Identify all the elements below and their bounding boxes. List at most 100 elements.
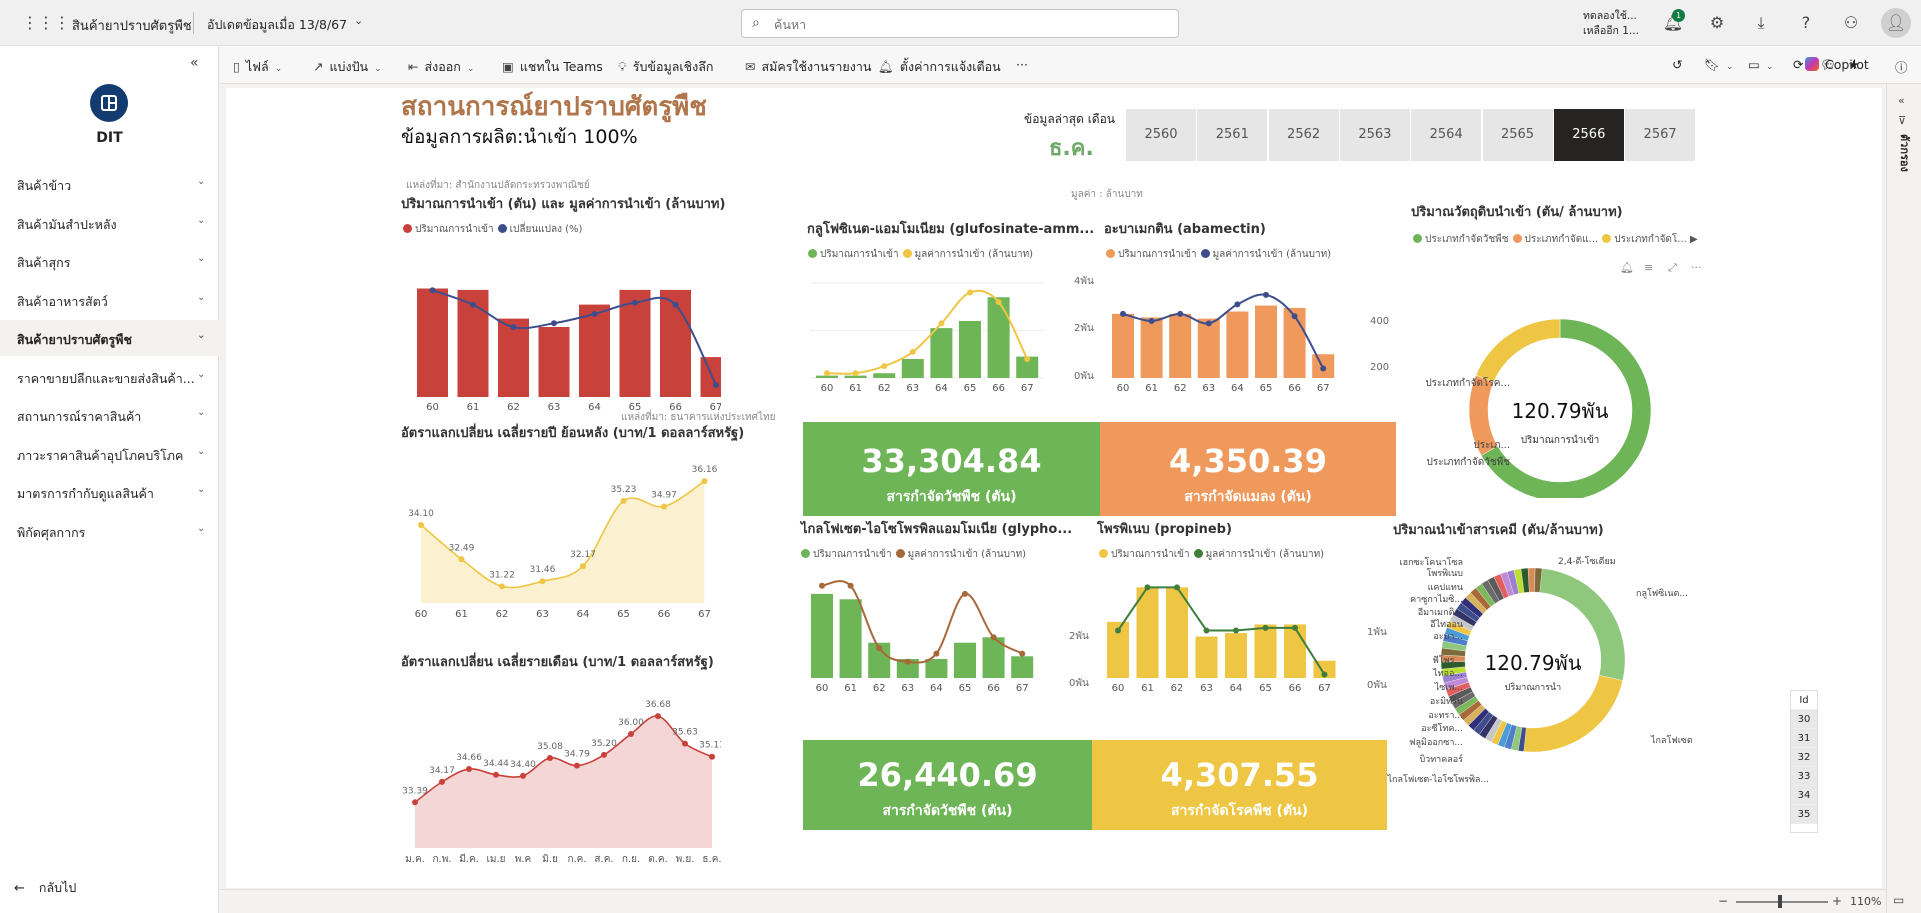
subscribe-button[interactable]: ✉ สมัครใช้งานรายงาน: [745, 59, 872, 74]
year-button[interactable]: 2566: [1553, 109, 1625, 161]
refresh-icon[interactable]: ⟳: [1793, 57, 1804, 72]
trial-status[interactable]: ทดลองใช้... เหลืออีก 1...: [1583, 9, 1639, 39]
year-button[interactable]: 2563: [1339, 109, 1411, 161]
chemical-donut-chart[interactable]: 120.79พันปริมาณการนำ เฮกซะโคนาโซลโพรพิเนบ…: [1386, 538, 1716, 888]
app-launcher-icon[interactable]: ⋮⋮⋮: [22, 13, 70, 32]
share-people-icon[interactable]: ⚇: [1843, 13, 1859, 32]
back-link[interactable]: ← กลับไป: [14, 878, 76, 898]
info-icon[interactable]: ⓘ: [1895, 60, 1908, 75]
search-box[interactable]: ⌕: [741, 9, 1179, 38]
line-point: [1205, 320, 1212, 327]
filter-icon[interactable]: ⊽: [1898, 114, 1907, 127]
status-bar: − + 110% ▭: [220, 889, 1904, 913]
more-options[interactable]: ···: [1016, 57, 1028, 72]
bookmark-icon[interactable]: 🔖︎ ⌄: [1704, 57, 1734, 72]
gear-icon[interactable]: ⚙: [1709, 13, 1725, 32]
tooltip-row: 34: [1791, 786, 1817, 805]
fit-page-icon[interactable]: ▭: [1893, 893, 1905, 907]
data-label: 34.66: [456, 753, 482, 763]
chevron-down-icon: ⌄: [197, 176, 206, 187]
filter-icon[interactable]: ≡: [1644, 261, 1654, 274]
view-icon[interactable]: ▭ ⌄: [1748, 57, 1774, 72]
download-icon[interactable]: ⤓: [1757, 13, 1765, 32]
x-tick-label: 67: [710, 402, 721, 413]
kpi-card[interactable]: 33,304.84 สารกำจัดวัชพืช (ตัน): [803, 422, 1100, 516]
y-tick-label: 400: [1370, 316, 1389, 327]
yearly-fx-chart[interactable]: 34.10 32.49 31.22 31.46 32.17 35.23 34.97 36.16…: [401, 443, 721, 643]
last-updated-label[interactable]: อัปเดตข้อมูลเมื่อ 13/8/67: [207, 17, 348, 32]
sidebar-item-label: สถานการณ์ราคาสินค้า: [17, 409, 142, 424]
export-menu[interactable]: ⇤ ส่งออก ⌄: [408, 59, 475, 74]
zoom-in-icon[interactable]: +: [1832, 894, 1843, 908]
zoom-out-icon[interactable]: −: [1718, 894, 1729, 908]
kpi-card[interactable]: 26,440.69 สารกำจัดวัชพืช (ตัน): [803, 740, 1092, 830]
year-button[interactable]: 2560: [1126, 109, 1197, 161]
report-name[interactable]: สินค้ายาปราบศัตรูพืช: [72, 19, 192, 34]
sidebar-item[interactable]: ภาวะราคาสินค้าอุปโภคบริโภค ⌄: [0, 436, 219, 472]
sidebar-item[interactable]: มาตรการกำกับดูแลสินค้า ⌄: [0, 474, 219, 510]
tooltip-row: 32: [1791, 748, 1817, 767]
kpi-card[interactable]: 4,350.39 สารกำจัดแมลง (ตัน): [1100, 422, 1396, 516]
sidebar-item[interactable]: สถานการณ์ราคาสินค้า ⌄: [0, 397, 219, 433]
abamectin-chart[interactable]: 60 61 62 63 64 65 66 67 400 200: [1104, 268, 1394, 418]
teams-chat-button[interactable]: ▣ แชทใน Teams: [502, 59, 603, 74]
line-point: [1321, 671, 1328, 678]
propineb-chart[interactable]: 60 61 62 63 64 65 66 67 1พัน 0พัน: [1097, 568, 1397, 718]
pin-icon[interactable]: 🔔︎: [1620, 261, 1634, 274]
year-button[interactable]: 2561: [1197, 109, 1269, 161]
year-button[interactable]: 2565: [1482, 109, 1554, 161]
chevron-down-icon[interactable]: ⌄: [354, 14, 364, 27]
legend-marker: [1106, 249, 1115, 258]
zoom-slider[interactable]: [1736, 901, 1828, 903]
sidebar-item[interactable]: ราคาขายปลีกและขายส่งสินค้า... ⌄: [0, 359, 219, 395]
collapse-icon[interactable]: «: [190, 55, 199, 71]
visual-title: ปริมาณการนำเข้า (ตัน) และ มูลค่าการนำเข้…: [401, 197, 726, 212]
expand-icon[interactable]: «: [1898, 94, 1905, 107]
glufosinate-chart[interactable]: 60 61 62 63 64 65 66 67 4พัน 2พัน 0พัน: [806, 268, 1096, 418]
zoom-thumb[interactable]: [1778, 895, 1782, 908]
tooltip-row: 33: [1791, 767, 1817, 786]
sidebar-item[interactable]: สินค้ามันสำปะหลัง ⌄: [0, 205, 219, 241]
insights-button[interactable]: 💡︎ รับข้อมูลเชิงลึก: [618, 59, 714, 74]
slice-label: อะมิทริน: [1430, 696, 1463, 707]
reset-icon[interactable]: ↺: [1672, 57, 1683, 72]
visual-title: กลูโฟซิเนต-แอมโมเนียม (glufosinate-amm..…: [807, 222, 1095, 237]
filters-pane[interactable]: « ⊽ ตัวกรอง: [1886, 84, 1921, 913]
zoom-level[interactable]: 110%: [1850, 895, 1882, 908]
x-tick-label: 67: [698, 609, 711, 620]
line-point: [1320, 365, 1327, 372]
slice-label: ไซเพ...: [1434, 682, 1463, 693]
material-donut-chart[interactable]: 120.79พันปริมาณการนำเข้า ประเภทกำจัดโรค..…: [1406, 258, 1706, 498]
sidebar-item[interactable]: สินค้าข้าว ⌄: [0, 166, 219, 202]
year-button[interactable]: 2564: [1411, 109, 1483, 161]
year-button[interactable]: 2567: [1625, 109, 1697, 161]
copilot-button[interactable]: Copilot: [1805, 57, 1869, 72]
x-tick-label: 63: [1200, 683, 1213, 694]
help-icon[interactable]: ?: [1801, 13, 1811, 32]
favorite-icon[interactable]: ★: [1848, 57, 1860, 72]
legend-marker: [403, 224, 412, 233]
sidebar-item[interactable]: สินค้าสุกร ⌄: [0, 243, 219, 279]
alerts-button[interactable]: 🔔︎ ตั้งค่าการแจ้งเตือน: [878, 59, 1001, 74]
year-button[interactable]: 2562: [1268, 109, 1340, 161]
search-input[interactable]: [774, 14, 1154, 34]
focus-mode-icon[interactable]: ⤢: [1668, 261, 1677, 274]
sidebar-item[interactable]: สินค้าอาหารสัตว์ ⌄: [0, 282, 219, 318]
legend-marker: [1200, 249, 1210, 258]
glyphosate-ipa-chart[interactable]: 60 61 62 63 64 65 66 67 2พัน 0พัน: [801, 568, 1091, 718]
series-line: [821, 580, 1023, 664]
kpi-card[interactable]: 4,307.55 สารกำจัดโรคพืช (ตัน): [1092, 740, 1387, 830]
import-bar-chart[interactable]: 60 61 62 63 64 65 66 67: [401, 248, 721, 488]
avatar[interactable]: 👤︎: [1881, 8, 1911, 38]
file-menu[interactable]: ▯ ไฟล์ ⌄: [233, 59, 283, 74]
sidebar-item[interactable]: สินค้ายาปราบศัตรูพืช ⌄: [0, 320, 219, 356]
tooltip-table[interactable]: Id 30 31 32 33 34 35: [1790, 690, 1818, 833]
comment-icon[interactable]: 💬︎: [1820, 57, 1836, 72]
share-menu[interactable]: ↗ แบ่งปัน ⌄: [313, 59, 382, 74]
sidebar-item[interactable]: พิกัดศุลกากร ⌄: [0, 513, 219, 549]
data-label: 33.39: [402, 786, 428, 796]
legend-next-icon[interactable]: ▶: [1690, 234, 1698, 245]
data-point: [620, 497, 627, 504]
more-options-icon[interactable]: ···: [1691, 261, 1702, 274]
